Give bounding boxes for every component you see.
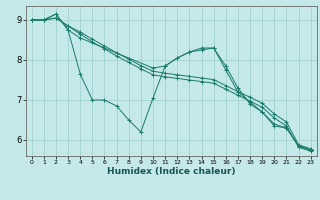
X-axis label: Humidex (Indice chaleur): Humidex (Indice chaleur): [107, 167, 236, 176]
